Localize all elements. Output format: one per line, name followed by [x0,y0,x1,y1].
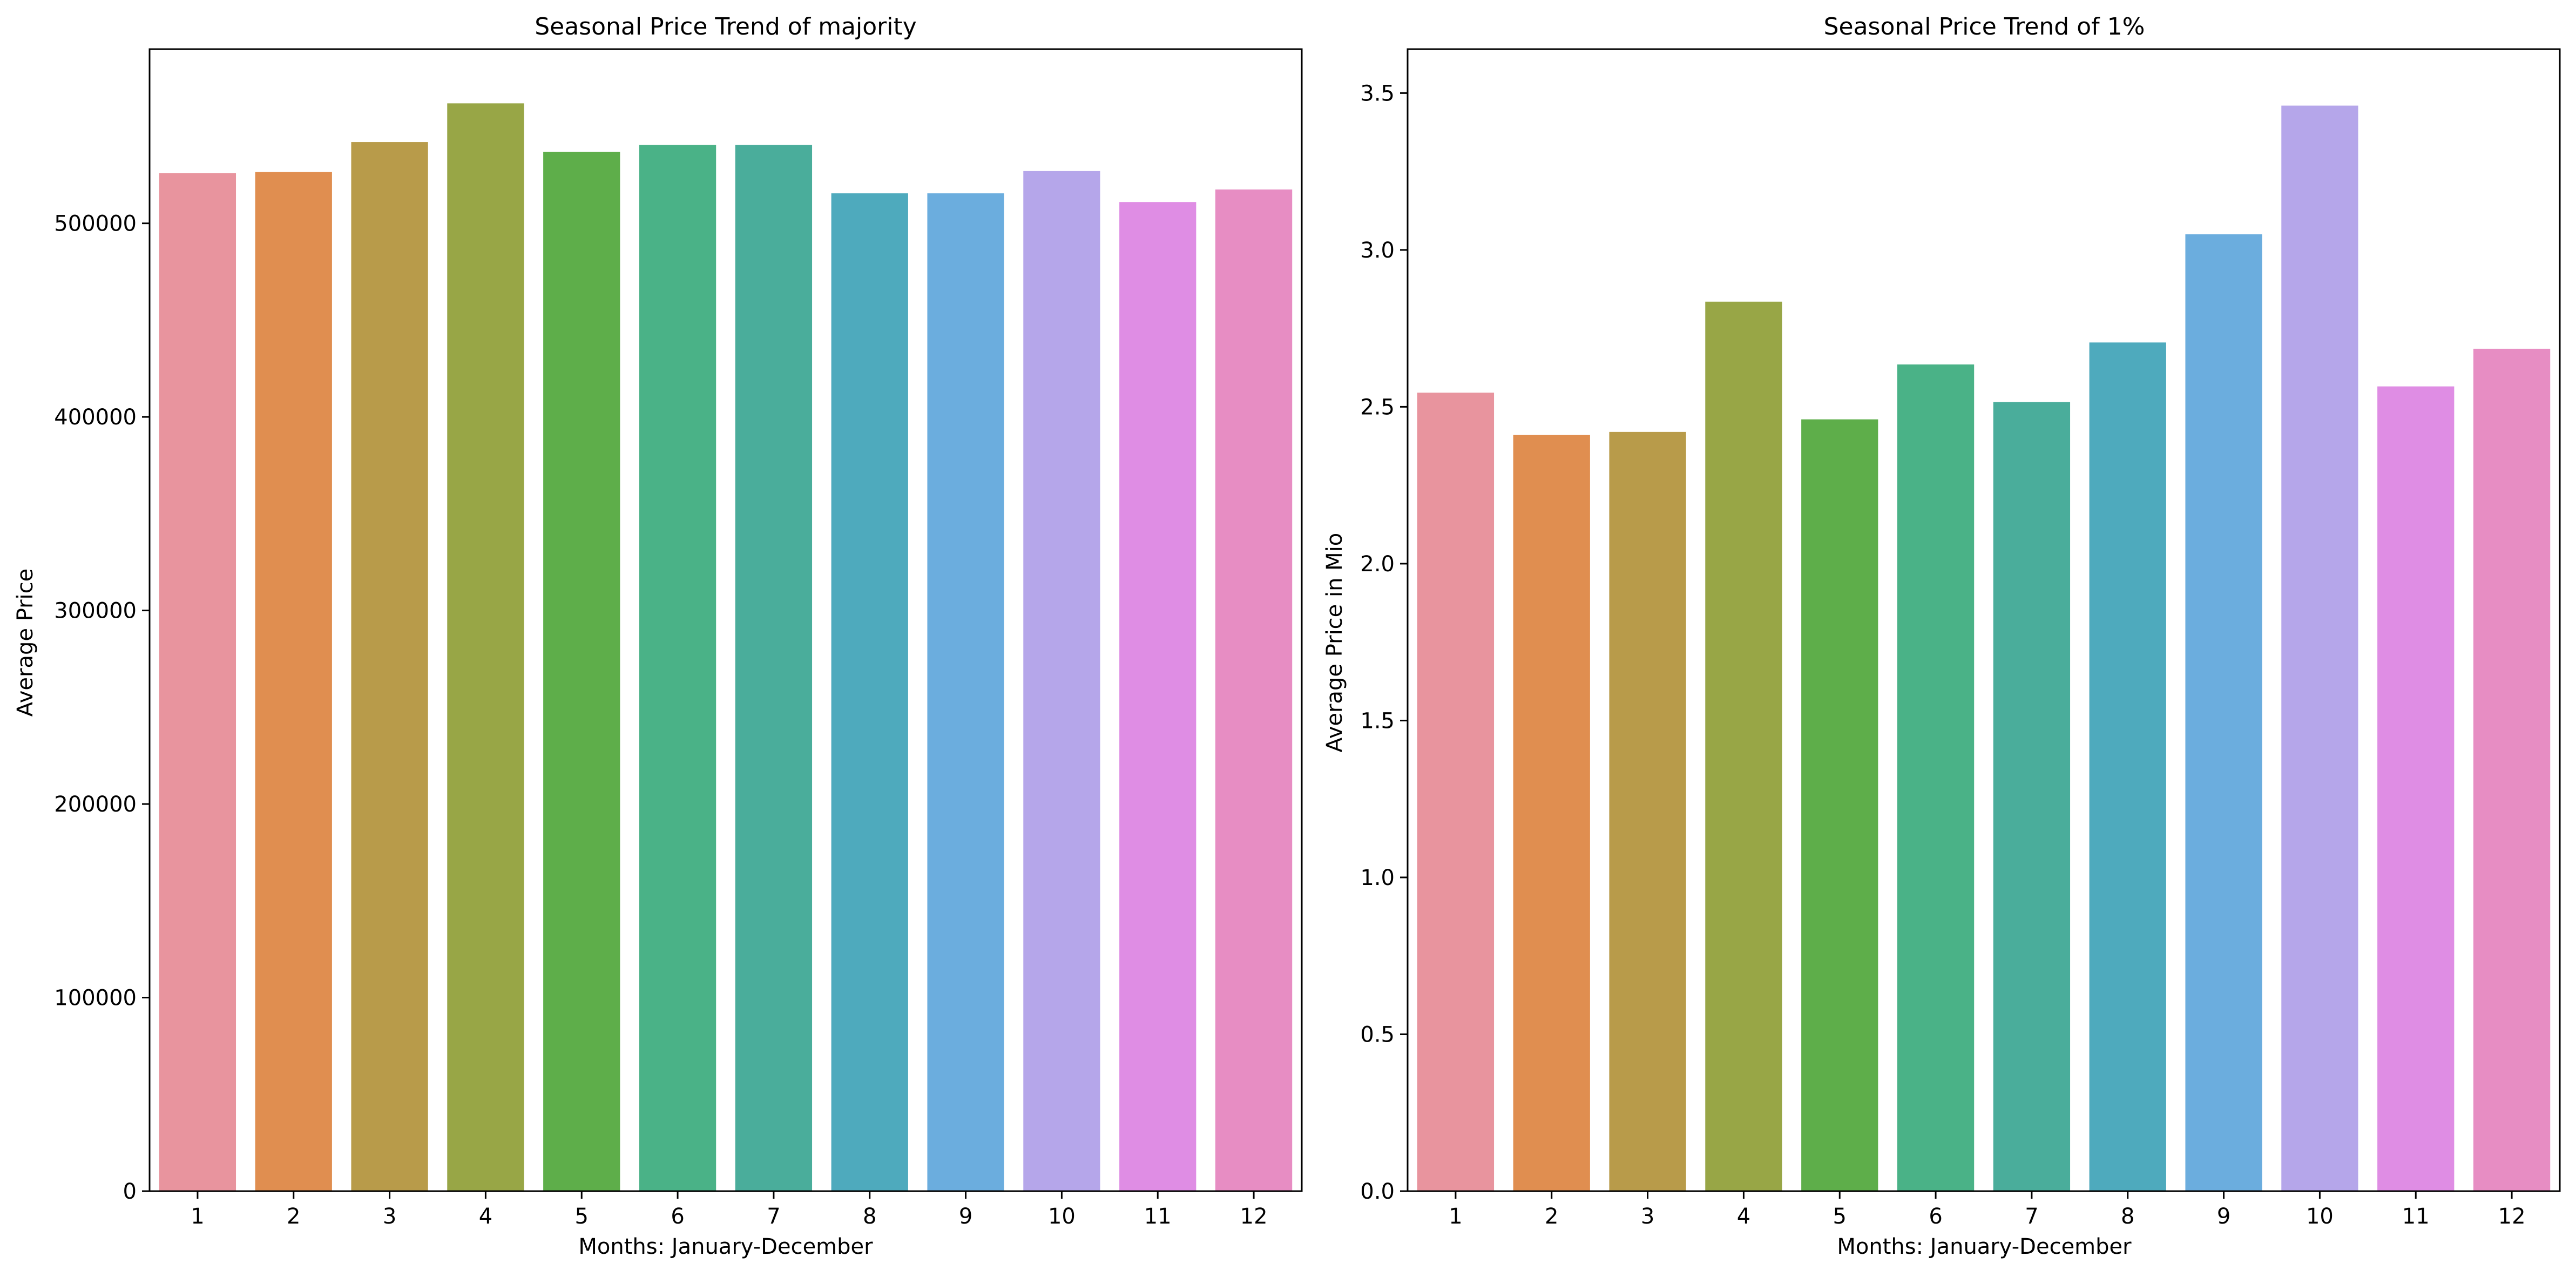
right-chart-panel: Seasonal Price Trend of 1% Months: Janua… [1322,13,2561,1259]
right-x-tick-label: 8 [2121,1204,2134,1229]
left-bar-month-9 [927,193,1004,1191]
right-axes-frame [1407,48,2561,1192]
right-x-tick-label: 11 [2402,1204,2430,1229]
left-x-tick-label: 9 [959,1204,972,1229]
right-y-tick-label: 2.0 [1360,552,1395,577]
right-x-tick-label: 4 [1737,1204,1750,1229]
left-x-tick-label: 12 [1240,1204,1268,1229]
left-x-tick-label: 8 [863,1204,876,1229]
left-x-tick-label: 11 [1144,1204,1172,1229]
right-bar-month-6 [1897,364,1975,1192]
right-bar-month-10 [2281,105,2358,1192]
right-bar-month-9 [2185,234,2262,1191]
right-x-tick-label: 12 [2498,1204,2526,1229]
right-x-tick-label: 9 [2217,1204,2230,1229]
left-y-axis-label: Average Price [13,569,38,717]
left-bar-month-1 [159,173,236,1191]
left-y-tick-label: 500000 [54,212,137,237]
right-bar-month-5 [1801,419,1878,1191]
right-y-tick-label: 1.5 [1360,708,1395,733]
left-y-tick-label: 100000 [54,986,137,1011]
left-x-tick-label: 2 [287,1204,300,1229]
right-x-tick-label: 6 [1929,1204,1942,1229]
left-chart-title: Seasonal Price Trend of majority [535,13,917,40]
left-x-tick-label: 4 [479,1204,492,1229]
left-x-tick-label: 7 [767,1204,780,1229]
left-x-axis-label: Months: January-December [578,1234,873,1259]
right-bar-month-3 [1609,431,1686,1191]
right-y-tick-label: 1.0 [1360,866,1395,890]
left-bar-month-10 [1023,171,1100,1192]
left-y-tick-label: 200000 [54,792,137,817]
left-y-tick-label: 400000 [54,405,137,430]
right-y-tick-label: 3.0 [1360,238,1395,263]
right-y-tick-label: 2.5 [1360,395,1395,420]
right-bar-month-1 [1417,393,1495,1191]
right-bar-month-8 [2089,342,2166,1191]
right-x-tick-label: 7 [2025,1204,2038,1229]
right-bar-month-11 [2377,386,2455,1191]
right-x-tick-label: 1 [1449,1204,1462,1229]
left-x-tick-label: 5 [575,1204,589,1229]
right-x-axis-label: Months: January-December [1837,1234,2132,1259]
left-x-tick-label: 10 [1048,1204,1076,1229]
right-x-tick-label: 2 [1545,1204,1558,1229]
left-axes-frame [148,48,1303,1192]
right-chart-title: Seasonal Price Trend of 1% [1824,13,2145,40]
left-bar-month-6 [639,145,716,1192]
right-bar-month-12 [2473,348,2551,1191]
right-x-tick-label: 5 [1833,1204,1847,1229]
left-x-tick-label: 1 [191,1204,204,1229]
left-bar-month-4 [447,103,524,1191]
left-bar-month-8 [831,193,908,1191]
right-bar-month-4 [1705,301,1782,1191]
right-y-tick-label: 0.0 [1360,1179,1395,1204]
right-x-tick-label: 3 [1641,1204,1654,1229]
left-x-tick-label: 6 [671,1204,684,1229]
left-bar-month-3 [351,142,428,1191]
left-bar-month-12 [1215,189,1293,1191]
right-y-tick-label: 0.5 [1360,1022,1395,1047]
right-y-axis-label: Average Price in Mio [1322,533,1347,753]
left-y-tick-label: 0 [123,1179,137,1204]
left-y-tick-label: 300000 [54,599,137,624]
left-bar-month-11 [1119,202,1196,1192]
left-bar-month-5 [543,151,620,1191]
left-bar-month-7 [735,145,813,1192]
right-bar-month-7 [1993,402,2071,1192]
left-x-tick-label: 3 [383,1204,396,1229]
right-bar-month-2 [1513,435,1590,1192]
right-x-tick-label: 10 [2306,1204,2334,1229]
left-bar-month-2 [255,172,332,1191]
left-chart-panel: Seasonal Price Trend of majority Months:… [13,13,1303,1259]
right-y-tick-label: 3.5 [1360,81,1395,106]
